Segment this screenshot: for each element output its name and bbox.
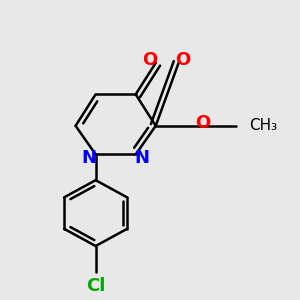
- Text: N: N: [134, 149, 149, 167]
- Text: Cl: Cl: [86, 277, 105, 295]
- Text: CH₃: CH₃: [249, 118, 277, 133]
- Text: O: O: [142, 51, 158, 69]
- Text: O: O: [175, 51, 190, 69]
- Text: O: O: [195, 114, 211, 132]
- Text: N: N: [81, 149, 96, 167]
